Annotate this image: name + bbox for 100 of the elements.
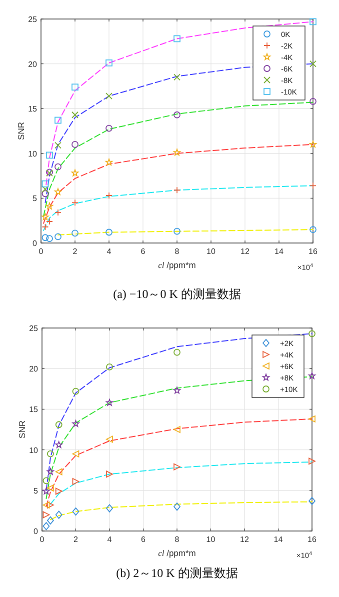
x-tick-label: 12 bbox=[240, 247, 250, 256]
point bbox=[174, 502, 180, 511]
text: (b) 2～10 K 的测量数据 bbox=[116, 566, 238, 580]
point bbox=[308, 415, 316, 422]
point bbox=[71, 169, 79, 176]
point bbox=[106, 124, 112, 132]
point bbox=[46, 484, 54, 492]
point bbox=[46, 235, 53, 242]
point bbox=[310, 60, 316, 68]
point bbox=[72, 450, 80, 458]
point bbox=[308, 372, 316, 380]
x-tick-label: 4 bbox=[106, 247, 112, 256]
point bbox=[72, 420, 80, 427]
point bbox=[54, 142, 62, 149]
x-tick-label: 0 bbox=[40, 535, 45, 544]
point bbox=[106, 228, 112, 236]
point bbox=[55, 488, 62, 495]
point bbox=[308, 330, 316, 338]
point bbox=[42, 477, 50, 484]
point bbox=[42, 223, 49, 230]
point bbox=[310, 18, 316, 26]
point bbox=[55, 441, 62, 448]
point bbox=[308, 458, 316, 465]
x-axis-title: cl /ppm*m bbox=[158, 548, 196, 558]
x-tick-label: 10 bbox=[206, 247, 216, 256]
point bbox=[72, 140, 78, 148]
point bbox=[42, 180, 49, 188]
y-tick-label: 20 bbox=[28, 60, 38, 69]
x-tick-label: 8 bbox=[174, 535, 180, 544]
point bbox=[54, 188, 62, 196]
point bbox=[174, 228, 180, 235]
point bbox=[106, 470, 113, 478]
point bbox=[42, 213, 49, 220]
y-tick-label: 25 bbox=[28, 15, 38, 24]
point bbox=[46, 516, 54, 524]
point bbox=[46, 202, 54, 210]
point bbox=[72, 507, 80, 516]
point bbox=[308, 496, 316, 506]
point bbox=[46, 502, 54, 508]
point bbox=[105, 158, 113, 166]
point bbox=[106, 59, 112, 66]
x-tick-label: 16 bbox=[308, 247, 318, 256]
y-tick-label: 0 bbox=[32, 239, 38, 248]
point bbox=[174, 348, 180, 356]
y-tick-label: 5 bbox=[34, 486, 39, 496]
point bbox=[42, 502, 50, 508]
point bbox=[55, 510, 62, 519]
x-tick-label: 2 bbox=[72, 247, 78, 256]
point bbox=[106, 504, 113, 512]
x-tick-label: 14 bbox=[274, 247, 284, 256]
point bbox=[54, 116, 62, 124]
x-tick-label: 2 bbox=[74, 535, 79, 544]
point bbox=[174, 111, 180, 118]
x-tick-label: 6 bbox=[141, 535, 146, 544]
point bbox=[174, 463, 180, 470]
point bbox=[173, 148, 181, 156]
x-tick-label: 10 bbox=[206, 535, 216, 544]
point bbox=[173, 386, 181, 394]
text: (a) −10～0 K 的测量数据 bbox=[113, 287, 241, 301]
point bbox=[42, 522, 50, 530]
point bbox=[42, 234, 49, 242]
x-tick-label: 8 bbox=[174, 247, 180, 256]
y-tick-label: 5 bbox=[32, 194, 38, 204]
point bbox=[46, 152, 53, 159]
y-tick-label: 0 bbox=[34, 527, 39, 536]
point bbox=[72, 478, 80, 485]
x-tick-label: 4 bbox=[107, 535, 112, 544]
y-tick-label: 20 bbox=[29, 364, 39, 374]
point bbox=[309, 140, 317, 148]
x-tick-label: 6 bbox=[140, 247, 146, 256]
point bbox=[55, 468, 62, 476]
y-tick-label: 10 bbox=[28, 149, 38, 158]
y-tick-label: 10 bbox=[29, 446, 39, 455]
point bbox=[106, 92, 112, 100]
point bbox=[310, 226, 316, 234]
point bbox=[55, 421, 62, 428]
point bbox=[174, 426, 180, 433]
y-axis-title: SNR bbox=[16, 122, 26, 140]
x-tick-label: 16 bbox=[308, 535, 317, 544]
point bbox=[106, 398, 114, 406]
point bbox=[72, 111, 78, 118]
y-tick-label: 25 bbox=[29, 324, 39, 333]
point bbox=[42, 186, 49, 193]
point bbox=[42, 190, 49, 198]
y-tick-label: 15 bbox=[29, 405, 39, 414]
y-tick-label: 15 bbox=[28, 104, 38, 114]
point bbox=[72, 230, 78, 237]
point bbox=[106, 436, 113, 443]
x-tick-label: 12 bbox=[240, 535, 250, 544]
y-axis-title: SNR bbox=[17, 420, 27, 438]
point bbox=[42, 511, 50, 518]
point bbox=[54, 233, 62, 240]
point bbox=[46, 468, 54, 475]
x-axis-title: cl /ppm*m bbox=[158, 260, 196, 270]
point bbox=[42, 487, 50, 494]
point bbox=[310, 98, 316, 105]
point bbox=[106, 364, 113, 370]
point bbox=[174, 74, 180, 81]
point bbox=[54, 163, 62, 170]
point bbox=[174, 35, 180, 42]
